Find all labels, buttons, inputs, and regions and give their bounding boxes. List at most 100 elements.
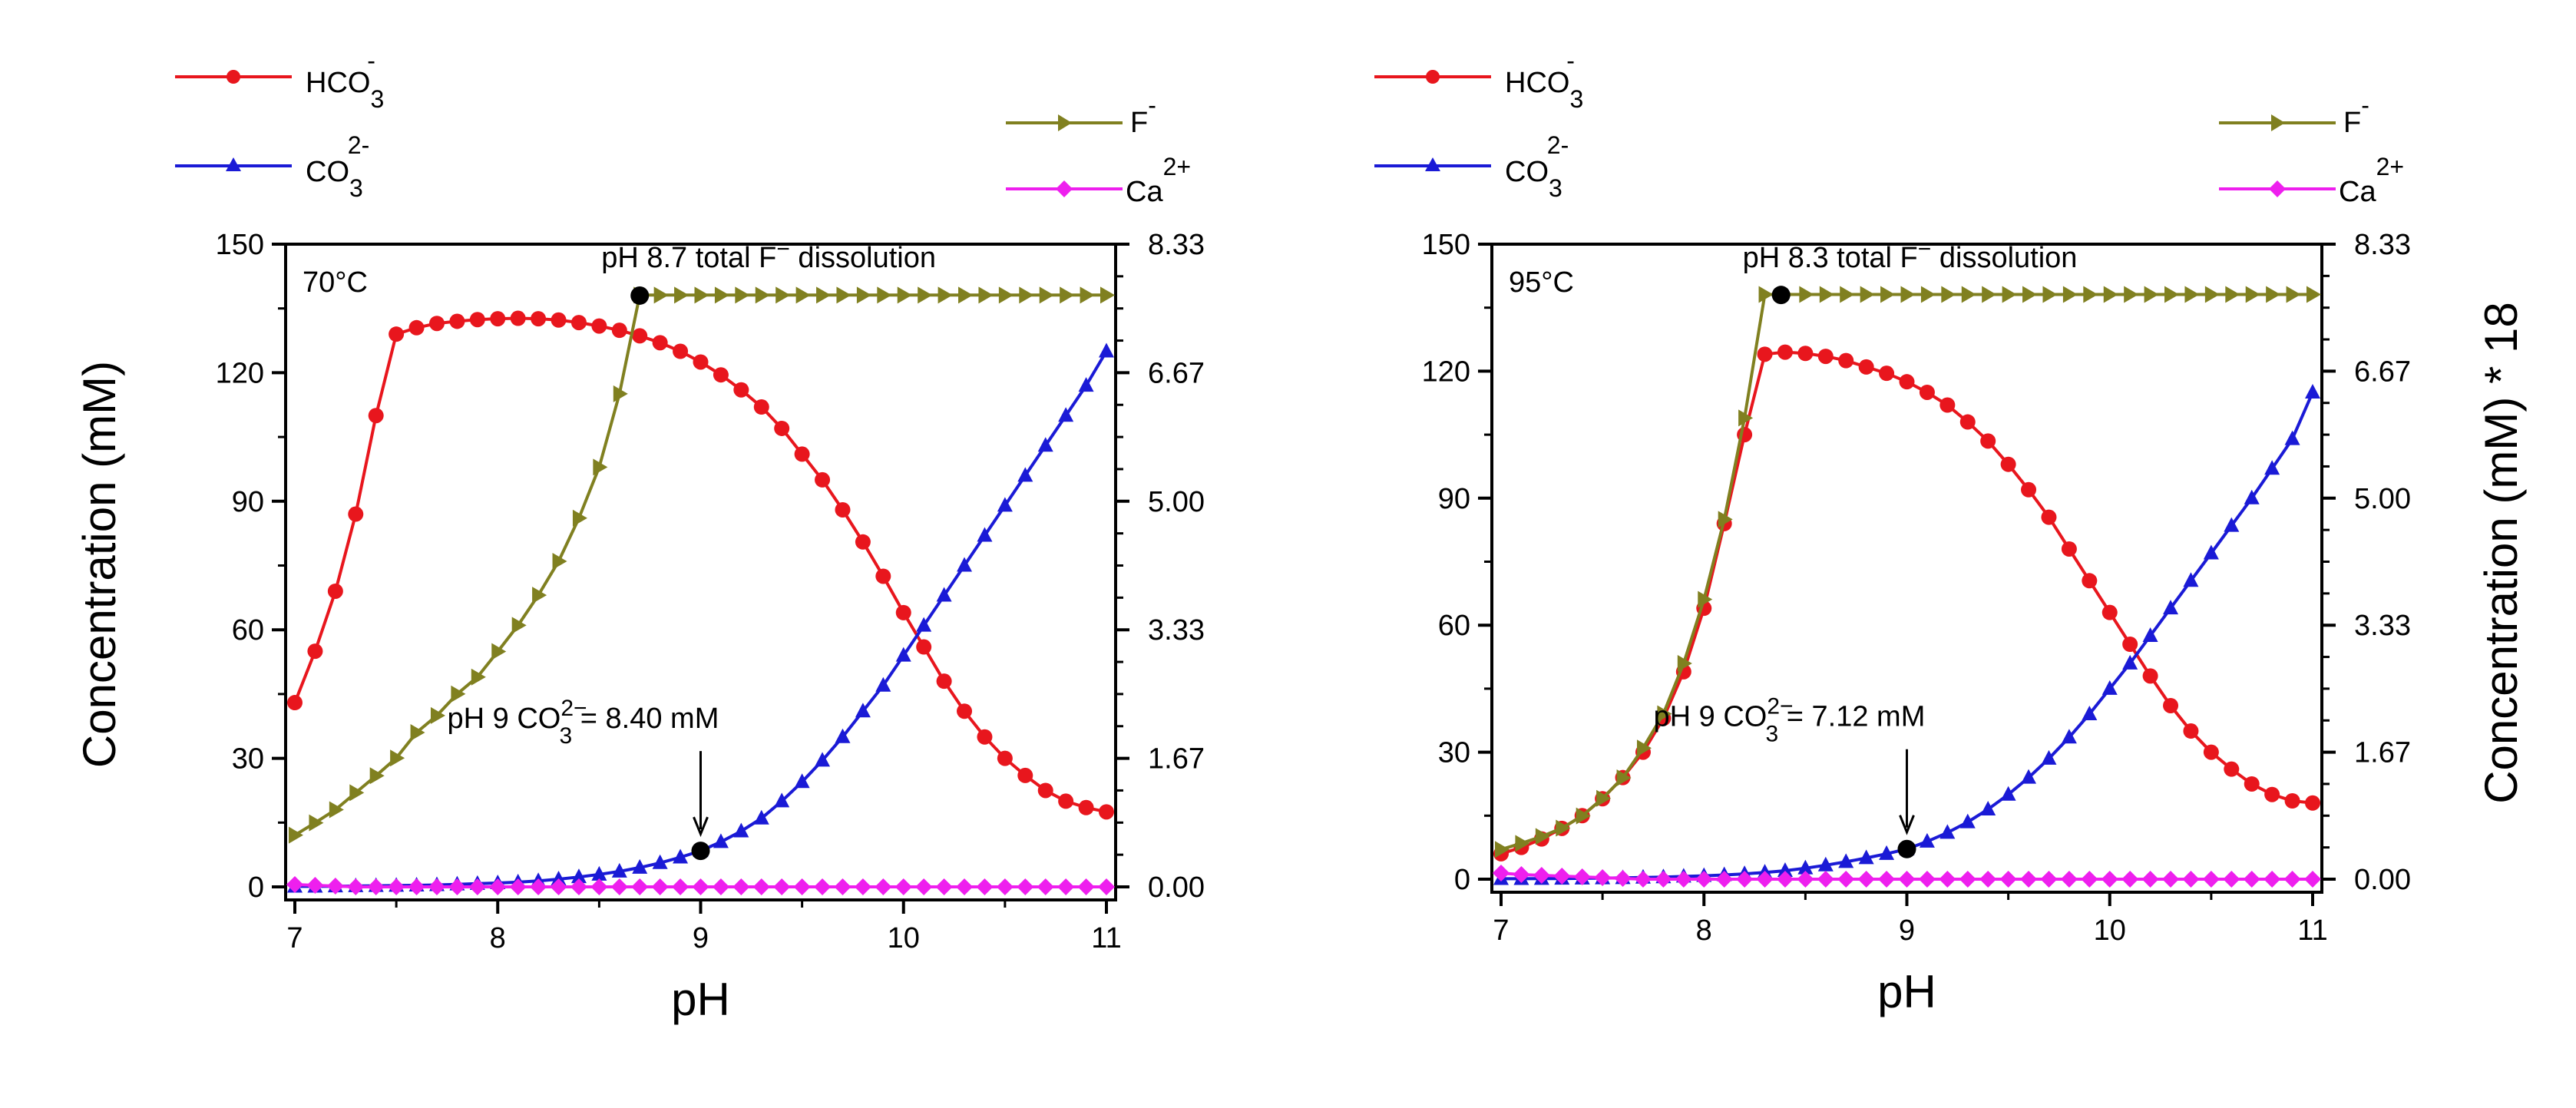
point-ca-70c-11 (1098, 878, 1115, 895)
point-ca-95c-10.3 (2162, 871, 2180, 888)
point-ca-95c-9.6 (2020, 871, 2038, 888)
point-co3-70c-8.3 (551, 870, 567, 885)
point-hco3-70c-9.3 (753, 399, 769, 415)
annotation-co3-text-70c: pH 9 CO (448, 703, 561, 735)
point-hco3-95c-10 (2101, 604, 2118, 620)
point-ca-95c-9.5 (1999, 871, 2017, 888)
point-co3-95c-9.2 (1939, 824, 1956, 839)
point-co3-95c-10.7 (2244, 489, 2260, 504)
point-f-70c-9.7 (836, 286, 852, 304)
point-hco3-70c-7 (287, 695, 303, 711)
point-ca-70c-10.1 (915, 878, 933, 895)
legend-label-co3-2-sup: 2- (1547, 131, 1569, 159)
point-ca-70c-7.6 (408, 878, 425, 895)
point-co3-70c-10.3 (957, 557, 973, 572)
y-tick-label-95c-120: 120 (1422, 356, 1470, 388)
point-ca-70c-9.2 (732, 878, 750, 895)
point-ca-95c-9.3 (1959, 871, 1976, 888)
point-hco3-70c-7.5 (389, 326, 405, 342)
y2-tick-label-70c-6.67: 6.67 (1148, 357, 1205, 389)
point-hco3-70c-7.7 (428, 316, 445, 332)
point-f-95c-10.1 (2124, 286, 2139, 303)
point-ca-95c-8.6 (1817, 871, 1834, 888)
point-ca-95c-8.5 (1797, 871, 1814, 888)
point-f-70c-7.9 (471, 668, 486, 686)
point-co3-95c-10.5 (2203, 544, 2219, 560)
x-tick-label-95c-9: 9 (1899, 915, 1915, 947)
point-hco3-70c-8.4 (570, 315, 587, 331)
point-co3-70c-10.5 (997, 497, 1013, 512)
point-co3-70c-10.7 (1037, 437, 1053, 452)
point-ca-95c-9.8 (2060, 871, 2078, 888)
point-co3-95c-10.2 (2142, 627, 2158, 642)
point-f-70c-8 (491, 643, 507, 660)
point-ca-70c-8.7 (631, 878, 649, 895)
point-hco3-95c-10.5 (2203, 744, 2219, 760)
annotation-f-sup-70c: − (776, 236, 790, 262)
temperature-unit-95c: °C (1541, 266, 1574, 299)
y-tick-label-95c-0: 0 (1454, 864, 1470, 896)
annotation-co3-sup-70c: 2− (561, 696, 587, 721)
point-hco3-70c-8.2 (531, 311, 547, 327)
point-hco3-70c-7.6 (408, 319, 425, 336)
point-f-95c-8.5 (1799, 286, 1814, 303)
legend-label-co3-main: CO (306, 156, 349, 188)
point-hco3-70c-9.6 (815, 471, 831, 488)
chart-70c: 0 30 60 90 120 150 0.00 1.67 3.33 5.00 6.67 8.33 7 8 9… (216, 229, 1205, 1025)
point-f-95c-10.2 (2144, 286, 2159, 303)
point-hco3-95c-10.2 (2142, 668, 2158, 684)
point-f-70c-8.8 (653, 286, 669, 304)
point-co3-70c-9.5 (794, 773, 810, 789)
point-ca-95c-8 (1695, 871, 1713, 888)
point-ca-70c-10.3 (956, 878, 974, 895)
y2-tick-label-70c-8.33: 8.33 (1148, 229, 1205, 261)
point-f-95c-9.7 (2042, 286, 2058, 303)
point-f-70c-7.7 (430, 706, 445, 724)
annotation-f-text-95c: pH 8.3 total F (1743, 242, 1918, 274)
point-hco3-70c-8.9 (673, 343, 689, 359)
point-ca-70c-7.9 (468, 878, 486, 895)
point-hco3-70c-9.2 (733, 382, 749, 398)
annotation-point-co3-95c (1897, 839, 1916, 858)
point-ca-95c-7 (1493, 865, 1510, 882)
point-ca-70c-10.6 (1017, 878, 1034, 895)
point-hco3-70c-8.6 (611, 322, 627, 339)
y2-tick-label-95c-8.33: 8.33 (2354, 229, 2411, 261)
point-f-70c-10.3 (958, 286, 974, 304)
point-ca-70c-8.1 (509, 878, 527, 895)
point-hco3-95c-10.6 (2224, 761, 2240, 777)
point-co3-70c-8.4 (570, 868, 587, 884)
point-co3-70c-8.7 (632, 858, 648, 874)
legend-label-ca-2: Ca2+ (2339, 153, 2404, 208)
point-f-70c-7.5 (390, 749, 405, 767)
point-ca-70c-8.9 (672, 878, 689, 895)
legend-marker-f-2 (2271, 114, 2285, 131)
annotation-co3-tail-70c: = 8.40 mM (572, 703, 719, 735)
legend-label-hco3-2: HCO3 - (1505, 47, 1583, 113)
point-ca-95c-11 (2304, 871, 2321, 888)
annotation-point-f-70c (630, 286, 650, 305)
temperature-label-95c: 95°C (1509, 266, 1574, 299)
y-tick-label-95c-150: 150 (1422, 229, 1470, 261)
point-ca-95c-7.3 (1553, 868, 1571, 885)
point-f-95c-8.3 (1758, 286, 1774, 303)
legend-label-hco3-sub: 3 (370, 85, 384, 113)
point-f-70c-11 (1100, 286, 1115, 304)
point-f-70c-10.8 (1060, 286, 1075, 304)
point-hco3-70c-10.4 (977, 729, 993, 745)
legend-label-hco3-main: HCO (306, 67, 370, 99)
point-co3-70c-8.6 (611, 862, 627, 878)
point-f-70c-10.2 (937, 286, 953, 304)
point-co3-95c-8.4 (1777, 862, 1793, 877)
point-co3-95c-9.7 (2041, 749, 2057, 765)
point-hco3-70c-9.4 (774, 420, 790, 436)
point-ca-70c-10.4 (976, 878, 994, 895)
point-hco3-95c-9.3 (1959, 414, 1976, 430)
point-hco3-70c-9.7 (835, 501, 851, 518)
point-hco3-95c-11 (2305, 795, 2320, 811)
point-f-70c-9.4 (775, 286, 791, 304)
point-hco3-95c-10.9 (2284, 793, 2300, 809)
legend-marker-co3-2 (1425, 157, 1440, 171)
x-tick-label-95c-7: 7 (1493, 915, 1509, 947)
point-co3-95c-10.4 (2183, 572, 2199, 587)
